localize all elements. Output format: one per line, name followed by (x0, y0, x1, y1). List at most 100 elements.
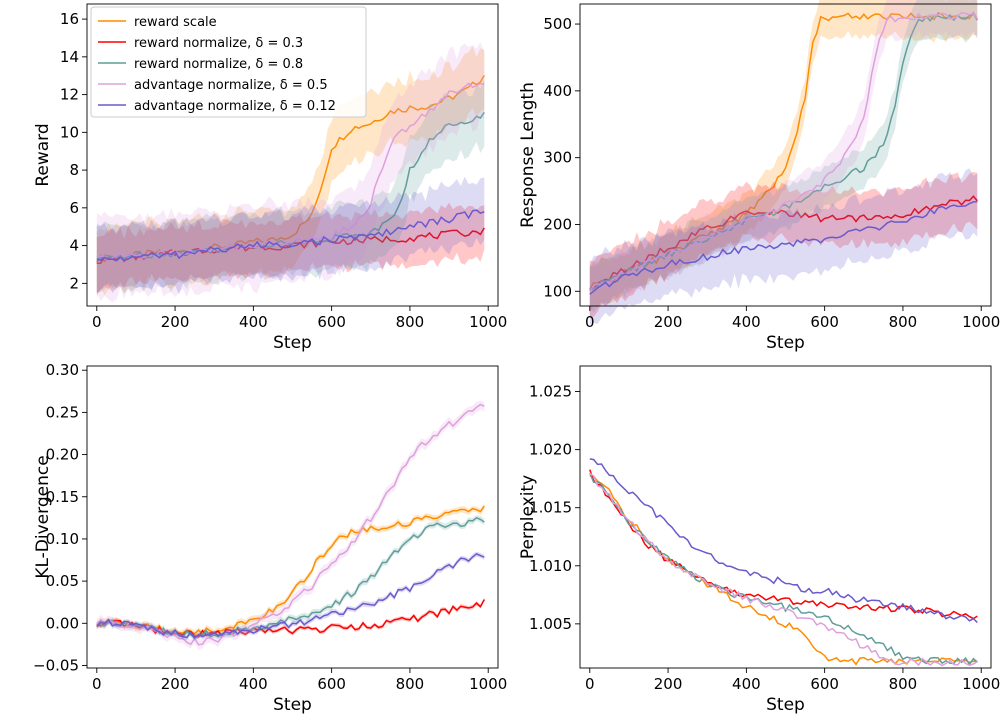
y-axis-label: Reward (33, 123, 53, 186)
x-tick-label: 400 (732, 313, 761, 331)
x-tick-label: 600 (810, 675, 839, 693)
x-tick-label: 1000 (469, 313, 507, 331)
chart-panel-response-length: 0 200 400 600 800 1000 100 200 300 400 500 Step Resp… (518, 0, 1000, 353)
series-band-reward-normalize-delta-0-3 (589, 171, 978, 318)
series-advantage-normalize-delta-0-5 (96, 400, 485, 650)
x-tick-label: 600 (810, 313, 839, 331)
x-tick-label: 800 (396, 675, 425, 693)
series-line-advantage-normalize-delta-0-5 (96, 403, 485, 646)
series-band-advantage-normalize-delta-0-12 (96, 176, 485, 295)
x-tick-label: 1000 (469, 675, 507, 693)
legend-label-reward-normalize-delta-0-8: reward normalize, δ = 0.8 (134, 57, 303, 72)
series-band-advantage-normalize-delta-0-5 (96, 42, 485, 303)
x-axis-label: Step (273, 333, 312, 353)
series-band-reward-normalize-delta-0-8 (589, 0, 978, 312)
y-tick-label: −0.05 (33, 656, 79, 674)
x-tick-label: 800 (889, 313, 918, 331)
legend-box (90, 6, 367, 118)
y-tick-label: 1.005 (529, 615, 572, 633)
plot-frame (579, 365, 992, 669)
series-line-advantage-normalize-delta-0-5 (589, 12, 978, 293)
y-tick-label: 10 (60, 123, 79, 141)
y-tick-label: 0.10 (46, 530, 79, 548)
series-advantage-normalize-delta-0-12 (96, 551, 485, 641)
y-tick-label: 0.15 (46, 488, 79, 506)
chart-panel-kl-divergence: 0 200 400 600 800 1000 −0.05 0.00 0.05 0.10 0.15 0.… (33, 361, 507, 715)
y-tick-label: 12 (60, 86, 79, 104)
series-line-reward-scale (96, 505, 485, 636)
x-tick-label: 0 (92, 313, 102, 331)
series-line-advantage-normalize-delta-0-5 (589, 472, 978, 667)
series-reward-normalize-delta-0-3 (589, 171, 978, 318)
x-tick-label: 200 (161, 313, 190, 331)
series-reward-normalize-delta-0-3 (96, 202, 485, 294)
x-tick-label: 1000 (962, 313, 1000, 331)
x-tick-label: 0 (92, 675, 102, 693)
series-line-reward-normalize-delta-0-3 (589, 469, 978, 620)
series-line-reward-normalize-delta-0-8 (96, 516, 485, 639)
legend-label-advantage-normalize-delta-0-5: advantage normalize, δ = 0.5 (134, 78, 328, 93)
series-line-reward-normalize-delta-0-3 (589, 195, 978, 291)
series-advantage-normalize-delta-0-5 (589, 0, 978, 315)
series-line-advantage-normalize-delta-0-12 (589, 458, 978, 623)
y-tick-label: 1.010 (529, 557, 572, 575)
y-tick-label: 0.20 (46, 446, 79, 464)
series-line-advantage-normalize-delta-0-12 (96, 553, 485, 640)
x-tick-label: 200 (654, 675, 683, 693)
y-axis-label: KL-Divergence (33, 455, 53, 578)
x-tick-label: 400 (732, 675, 761, 693)
series-advantage-normalize-delta-0-12 (589, 458, 978, 623)
plot-frame (86, 365, 499, 669)
legend-label-reward-scale: reward scale (134, 15, 217, 30)
chart-panel-perplexity: 0 200 400 600 800 1000 1.005 1.010 1.015 1.020 1.0… (518, 365, 1000, 715)
x-tick-label: 800 (889, 675, 918, 693)
x-tick-label: 200 (161, 675, 190, 693)
y-tick-label: 0.30 (46, 361, 79, 379)
x-tick-label: 400 (239, 675, 268, 693)
x-tick-label: 800 (396, 313, 425, 331)
x-tick-label: 0 (585, 313, 595, 331)
series-advantage-normalize-delta-0-5 (96, 42, 485, 303)
series-reward-scale (96, 502, 485, 638)
series-band-reward-normalize-delta-0-3 (96, 202, 485, 294)
legend-label-reward-normalize-delta-0-3: reward normalize, δ = 0.3 (134, 36, 303, 51)
series-advantage-normalize-delta-0-12 (96, 176, 485, 295)
y-tick-label: 200 (543, 215, 572, 233)
y-tick-label: 16 (60, 10, 79, 28)
y-axis-label: Perplexity (518, 475, 538, 559)
x-tick-label: 400 (239, 313, 268, 331)
y-tick-label: 1.020 (529, 441, 572, 459)
x-tick-label: 600 (317, 675, 346, 693)
series-band-advantage-normalize-delta-0-12 (96, 551, 485, 641)
series-advantage-normalize-delta-0-12 (589, 168, 978, 325)
series-band-reward-scale (96, 46, 485, 298)
y-tick-label: 1.025 (529, 383, 572, 401)
y-tick-label: 14 (60, 48, 79, 66)
series-band-advantage-normalize-delta-0-12 (589, 168, 978, 325)
plot-frame (86, 3, 499, 307)
y-tick-label: 0.05 (46, 572, 79, 590)
y-tick-label: 100 (543, 282, 572, 300)
x-axis-label: Step (766, 695, 805, 715)
plot-frame (579, 3, 992, 307)
x-tick-label: 1000 (962, 675, 1000, 693)
series-band-reward-normalize-delta-0-3 (96, 597, 485, 640)
y-tick-label: 300 (543, 149, 572, 167)
x-axis-label: Step (766, 333, 805, 353)
series-line-advantage-normalize-delta-0-12 (589, 200, 978, 295)
legend-label-advantage-normalize-delta-0-12: advantage normalize, δ = 0.12 (134, 99, 336, 114)
series-line-advantage-normalize-delta-0-5 (96, 82, 485, 262)
y-tick-label: 400 (543, 82, 572, 100)
y-tick-label: 2 (69, 274, 79, 292)
x-tick-label: 600 (317, 313, 346, 331)
series-band-reward-scale (589, 0, 978, 313)
series-band-reward-normalize-delta-0-8 (96, 78, 485, 294)
y-tick-label: 1.015 (529, 499, 572, 517)
y-tick-label: 8 (69, 161, 79, 179)
legend: reward scale reward normalize, δ = 0.3 rew… (90, 6, 367, 118)
series-advantage-normalize-delta-0-5 (589, 472, 978, 667)
y-tick-label: 0.00 (46, 614, 79, 632)
y-axis-label: Response Length (518, 82, 538, 228)
x-tick-label: 0 (585, 675, 595, 693)
